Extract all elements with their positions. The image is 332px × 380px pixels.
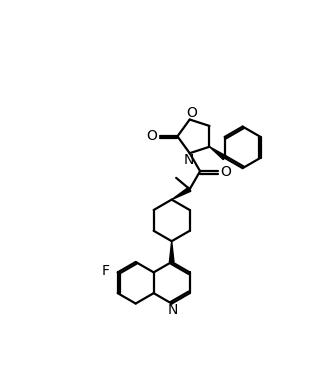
Text: O: O	[147, 128, 157, 142]
Polygon shape	[209, 147, 226, 160]
Text: O: O	[220, 165, 231, 179]
Text: N: N	[184, 153, 194, 167]
Text: O: O	[186, 106, 197, 120]
Polygon shape	[169, 241, 174, 262]
Text: F: F	[101, 264, 109, 278]
Polygon shape	[172, 187, 191, 200]
Text: N: N	[168, 303, 178, 317]
